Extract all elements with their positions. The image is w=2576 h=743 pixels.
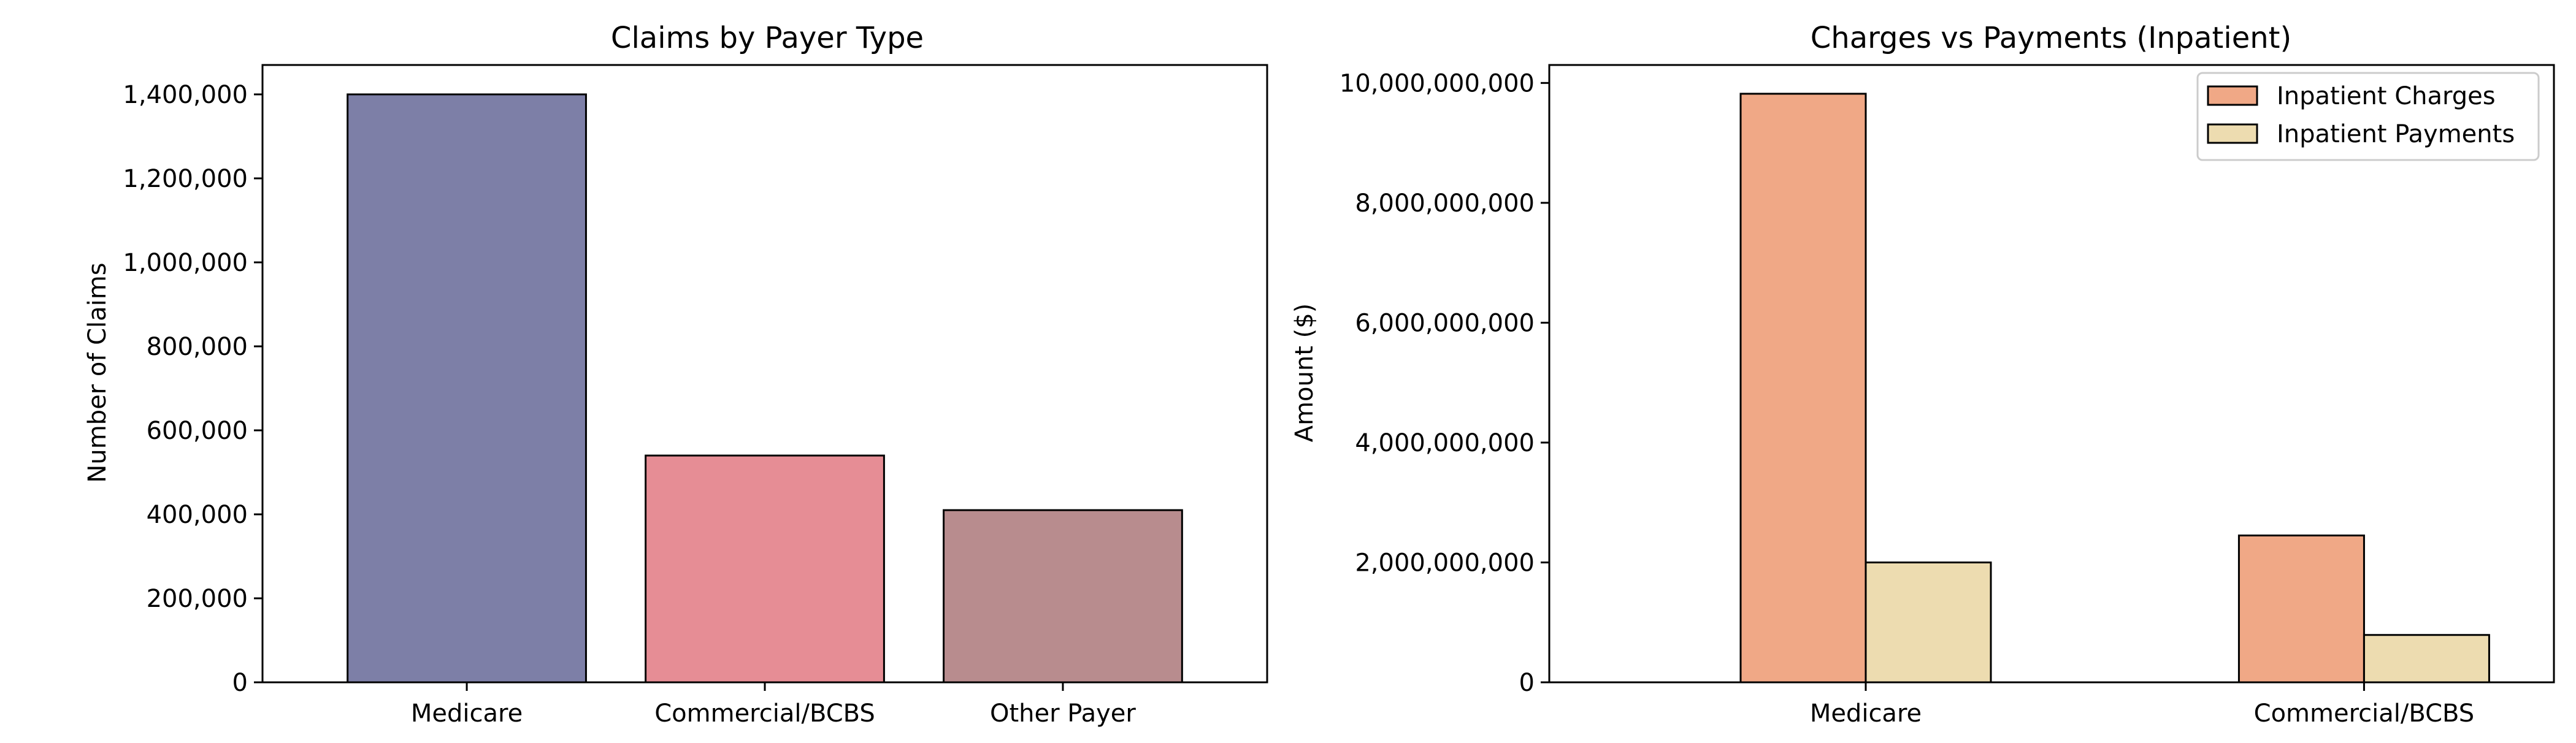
legend-box bbox=[2196, 72, 2540, 161]
x-tick-label: Commercial/BCBS bbox=[2254, 699, 2475, 728]
x-tick-label: Medicare bbox=[1810, 699, 1922, 728]
y-tick-label: 800,000 bbox=[147, 333, 248, 361]
bar-commercial-bcbs bbox=[645, 454, 885, 684]
y-tick-label: 2,000,000,000 bbox=[1355, 549, 1535, 577]
charges-x-axis: Medicare Commercial/BCBS bbox=[1810, 682, 2474, 728]
charges-chart-ylabel: Amount ($) bbox=[1290, 303, 1319, 443]
charges-legend: Inpatient Charges Inpatient Payments bbox=[2196, 72, 2540, 161]
y-tick-label: 0 bbox=[1519, 669, 1535, 697]
bar-inpatient-payments-commercial-bcbs bbox=[2363, 634, 2490, 684]
charges-y-axis: 0 2,000,000,000 4,000,000,000 6,000,000,000… bbox=[1340, 69, 1549, 697]
charges-payments-chart: Charges vs Payments (Inpatient) Amount (… bbox=[1290, 21, 2555, 728]
claims-plot-frame bbox=[261, 64, 1268, 684]
y-tick-label: 1,400,000 bbox=[123, 81, 248, 109]
claims-bars bbox=[347, 93, 1183, 684]
x-tick-label: Other Payer bbox=[990, 699, 1136, 728]
bar-inpatient-charges-medicare bbox=[1739, 93, 1867, 684]
y-tick-label: 4,000,000,000 bbox=[1355, 429, 1535, 457]
charges-plot-frame bbox=[1548, 64, 2555, 684]
y-tick-label: 8,000,000,000 bbox=[1355, 189, 1535, 218]
claims-chart-ylabel: Number of Claims bbox=[83, 262, 112, 482]
x-tick-label: Commercial/BCBS bbox=[654, 699, 875, 728]
y-tick-label: 1,200,000 bbox=[123, 165, 248, 193]
y-tick-label: 200,000 bbox=[147, 585, 248, 613]
y-tick-label: 1,000,000 bbox=[123, 249, 248, 277]
x-tick-label: Medicare bbox=[411, 699, 523, 728]
charges-chart-title: Charges vs Payments (Inpatient) bbox=[1811, 21, 2291, 55]
legend-label-payments: Inpatient Payments bbox=[2277, 120, 2515, 148]
y-tick-label: 600,000 bbox=[147, 417, 248, 445]
claims-x-axis: Medicare Commercial/BCBS Other Payer bbox=[411, 682, 1136, 728]
claims-y-axis: 0 200,000 400,000 600,000 800,000 1,000,000 1,… bbox=[123, 81, 263, 697]
y-tick-label: 400,000 bbox=[147, 501, 248, 529]
bar-medicare bbox=[347, 93, 587, 684]
claims-chart-title: Claims by Payer Type bbox=[611, 21, 924, 55]
claims-chart: Claims by Payer Type Number of Claims 0 2… bbox=[83, 21, 1268, 728]
charges-bars bbox=[1739, 93, 2490, 684]
y-tick-label: 10,000,000,000 bbox=[1340, 69, 1535, 97]
bar-inpatient-payments-medicare bbox=[1865, 561, 1992, 684]
legend-swatch-charges bbox=[2207, 85, 2258, 106]
bar-inpatient-charges-commercial-bcbs bbox=[2237, 534, 2365, 684]
legend-swatch-payments bbox=[2207, 123, 2258, 144]
y-tick-label: 0 bbox=[232, 669, 248, 697]
legend-label-charges: Inpatient Charges bbox=[2277, 82, 2496, 110]
bar-other-payer bbox=[943, 509, 1183, 684]
y-tick-label: 6,000,000,000 bbox=[1355, 309, 1535, 337]
